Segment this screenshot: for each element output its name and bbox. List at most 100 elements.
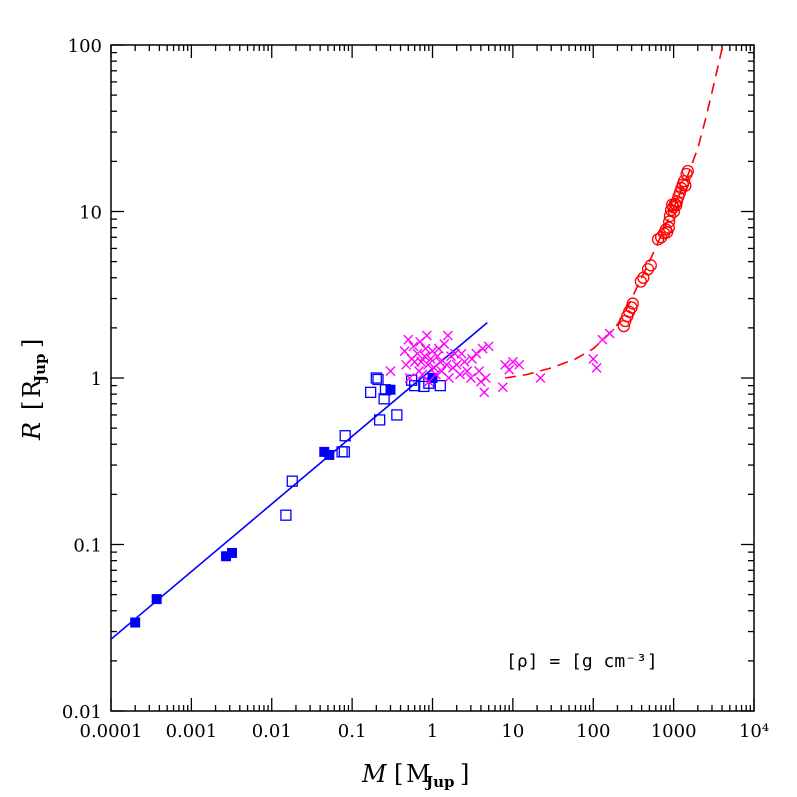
filled-square-point [130, 617, 141, 628]
cross-stroke [465, 373, 476, 383]
cross-stroke [588, 354, 599, 365]
cross-stroke [435, 356, 446, 367]
data-points [130, 164, 694, 628]
open-circle-point [634, 275, 647, 288]
cross-point [459, 356, 470, 367]
cross-stroke [439, 339, 450, 350]
x-tick-label: 100 [576, 721, 610, 742]
y-tick-label: 100 [68, 36, 102, 57]
cross-point [443, 373, 454, 383]
y-tick-label: 10 [79, 203, 102, 224]
cross-stroke [535, 373, 546, 383]
filled-square-point [226, 547, 237, 558]
cross-point [535, 373, 546, 383]
open-circle-point [626, 297, 639, 310]
cross-stroke [480, 373, 491, 383]
open-square-point [434, 379, 446, 392]
red-dashed-fit-line [504, 44, 725, 379]
cross-point [477, 343, 488, 354]
y-tick-label: 0.01 [62, 702, 102, 723]
open-circle-point [668, 197, 682, 211]
cross-stroke [432, 351, 443, 362]
cross-stroke [404, 373, 415, 383]
cross-point [416, 356, 427, 367]
x-tick-label: 0.01 [252, 721, 292, 742]
cross-point [442, 330, 453, 341]
cross-stroke [507, 356, 518, 367]
cross-stroke [597, 334, 608, 345]
y-axis-title: R [ R Jup ] [18, 339, 49, 441]
open-circle-point [670, 199, 683, 212]
cross-point [466, 354, 477, 365]
open-square-point [373, 414, 386, 426]
x-tick-label: 10 [501, 721, 524, 742]
cross-stroke [591, 362, 602, 373]
x-axis-symbol: M [361, 760, 388, 788]
x-tick-label: 0.0001 [80, 721, 143, 742]
filled-square-point [319, 446, 330, 457]
cross-point [432, 351, 443, 362]
cross-stroke [416, 356, 427, 367]
cross-point [423, 359, 434, 370]
filled-square-point [221, 551, 232, 562]
open-square-point [364, 386, 377, 399]
open-square-point [280, 509, 292, 521]
cross-stroke [477, 343, 488, 354]
cross-stroke [423, 359, 434, 370]
x-axis-title: M [ M Jup ] [361, 760, 469, 791]
cross-point [403, 334, 414, 345]
cross-stroke [443, 373, 454, 383]
cross-point [385, 366, 396, 377]
cross-stroke [419, 351, 430, 362]
open-circle-point [663, 209, 677, 223]
cross-point [507, 356, 518, 367]
cross-point [435, 356, 446, 367]
cross-stroke [417, 369, 428, 380]
x-axis-bracket-open: [ [394, 760, 403, 788]
open-square-point [370, 372, 382, 384]
cross-point [497, 382, 508, 393]
x-tick-label: 1 [427, 721, 438, 742]
cross-point [483, 341, 494, 352]
cross-stroke [427, 346, 438, 357]
y-axis-bracket-open: [ [18, 401, 46, 410]
cross-stroke [421, 330, 432, 341]
cross-stroke [420, 343, 431, 354]
open-square-point [391, 409, 403, 421]
filled-square-point [324, 449, 335, 460]
cross-point [588, 354, 599, 365]
y-axis-unit-sub: Jup [31, 354, 49, 385]
open-square-point [409, 379, 421, 392]
open-circle-point [679, 179, 692, 192]
cross-point [514, 359, 525, 370]
blue-fit-line [110, 321, 488, 640]
cross-stroke [475, 376, 486, 387]
cross-stroke [442, 330, 453, 341]
cross-stroke [462, 366, 473, 377]
cross-stroke [430, 369, 441, 380]
cross-stroke [514, 359, 525, 370]
cross-point [462, 366, 473, 377]
open-circle-point [663, 215, 676, 228]
cross-stroke [474, 366, 485, 377]
cross-point [430, 369, 441, 380]
cross-stroke [497, 382, 508, 393]
y-axis-symbol: R [18, 422, 46, 441]
cross-point [425, 354, 436, 365]
cross-point [604, 328, 615, 339]
y-tick-label: 1 [91, 369, 102, 390]
axes: 0.0001 0.001 0.01 0.1 1 10 100 1000 10⁴ 0.01 0.1 1 1… [62, 36, 769, 742]
cross-stroke [451, 359, 462, 370]
cross-point [479, 387, 490, 398]
cross-point [408, 341, 419, 352]
cross-stroke [604, 328, 615, 339]
cross-stroke [436, 366, 447, 377]
cross-point [404, 373, 415, 383]
cross-stroke [455, 369, 466, 380]
cross-stroke [483, 341, 494, 352]
filled-square-point [151, 594, 162, 605]
cross-stroke [500, 359, 511, 370]
x-axis-bracket-close: ] [460, 760, 469, 788]
cross-stroke [441, 359, 452, 370]
